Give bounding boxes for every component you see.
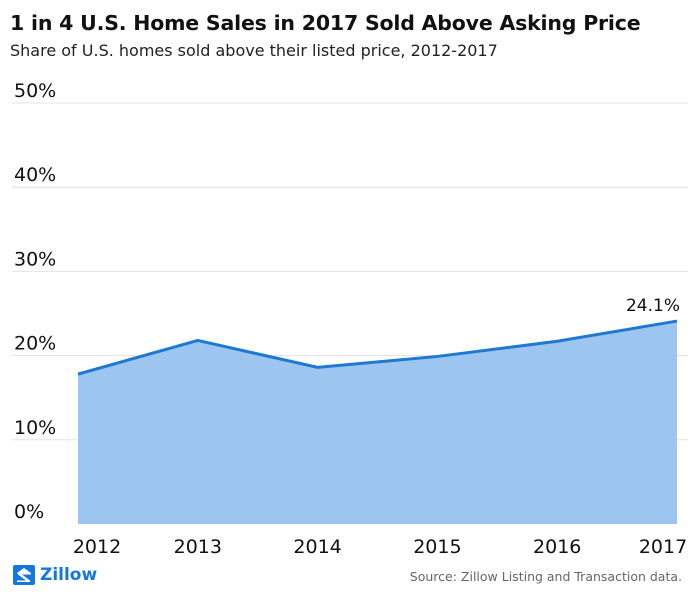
x-tick-label: 2012 [73, 536, 121, 558]
y-tick-label: 0% [14, 501, 44, 523]
x-tick-label: 2015 [413, 536, 461, 558]
series-line [77, 319, 678, 376]
source-note: Source: Zillow Listing and Transaction d… [409, 569, 682, 584]
x-tick-label: 2014 [293, 536, 341, 558]
chart-title: 1 in 4 U.S. Home Sales in 2017 Sold Abov… [10, 11, 641, 35]
x-tick-label: 2017 [639, 536, 687, 558]
y-tick-label: 20% [14, 333, 56, 355]
zillow-z-icon [13, 565, 35, 585]
y-tick-label: 30% [14, 248, 56, 270]
x-tick-label: 2013 [174, 536, 222, 558]
area-fill [78, 321, 677, 524]
zillow-logo-text: Zillow [40, 565, 98, 585]
y-tick-label: 10% [14, 417, 56, 439]
y-tick-label: 50% [14, 80, 56, 102]
data-label: 24.1% [626, 296, 680, 316]
x-tick-label: 2016 [533, 536, 581, 558]
zillow-logo: Zillow [13, 565, 97, 585]
chart-subtitle: Share of U.S. homes sold above their lis… [10, 41, 498, 60]
y-tick-label: 40% [14, 164, 56, 186]
